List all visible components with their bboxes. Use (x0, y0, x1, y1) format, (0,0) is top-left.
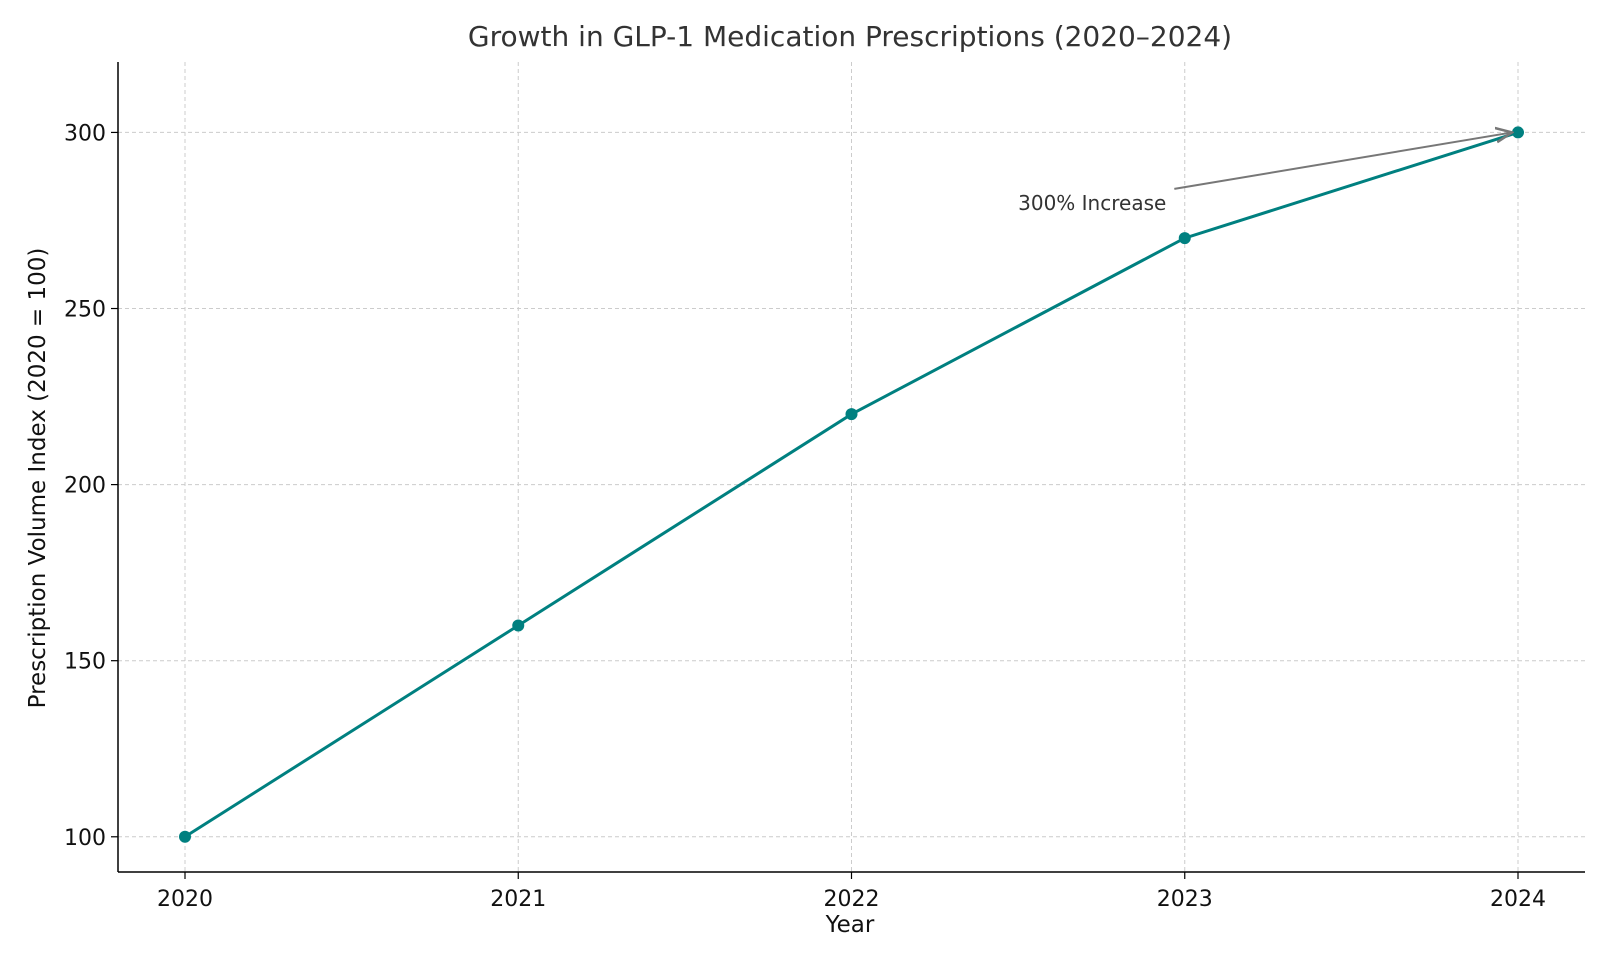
series-layer (179, 126, 1524, 843)
y-axis-ticks: 100 150 200 250 300 (64, 121, 118, 851)
annotation-arrow (1174, 132, 1512, 190)
y-tick-label: 150 (64, 650, 106, 675)
x-tick-label: 2023 (1157, 887, 1213, 912)
annotation-text: 300% Increase (1018, 191, 1166, 215)
y-tick-label: 300 (64, 121, 106, 146)
data-point (845, 408, 858, 421)
data-point (1512, 126, 1524, 139)
data-point (179, 830, 191, 843)
x-tick-label: 2024 (1490, 887, 1546, 912)
x-axis-ticks: 2020 2021 2022 2023 2024 (157, 872, 1546, 912)
x-axis-title: Year (825, 912, 875, 938)
y-axis-title: Prescription Volume Index (2020 = 100) (25, 248, 51, 709)
x-tick-label: 2022 (824, 887, 880, 912)
chart-title: Growth in GLP-1 Medication Prescriptions… (468, 20, 1232, 53)
data-point (1178, 232, 1191, 245)
data-point (512, 619, 525, 632)
x-tick-label: 2020 (157, 887, 213, 912)
y-tick-label: 250 (64, 298, 106, 323)
annotations: 300% Increase (1018, 132, 1512, 215)
grid-lines (118, 62, 1585, 872)
y-tick-label: 100 (64, 826, 106, 851)
x-tick-label: 2021 (490, 887, 546, 912)
y-tick-label: 200 (64, 474, 106, 499)
